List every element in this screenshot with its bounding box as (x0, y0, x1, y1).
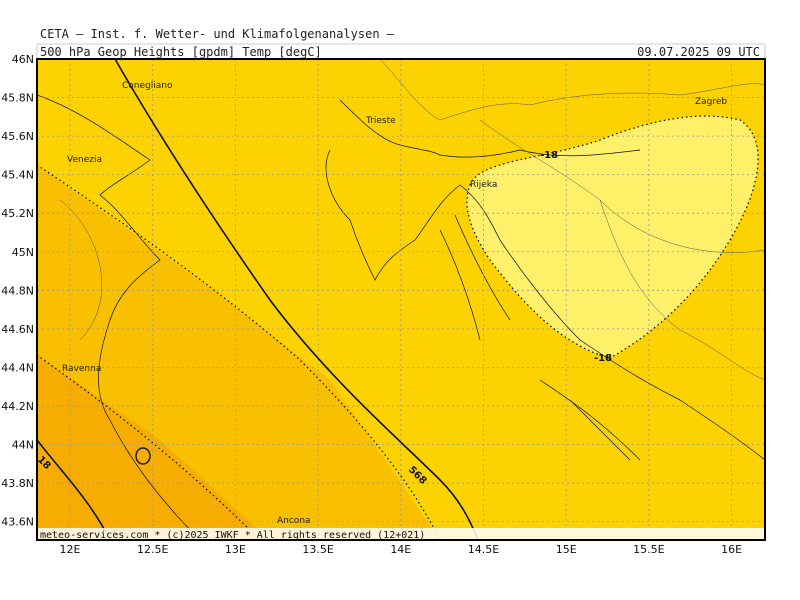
lon-label: 15E (556, 543, 577, 556)
lat-label: 44.6N (1, 323, 34, 336)
lat-label: 44.2N (1, 400, 34, 413)
contour-label: -18 (594, 353, 612, 364)
lat-label: 43.8N (1, 477, 34, 490)
copyright: meteo-services.com * (c)2025 IWKF * All … (40, 530, 425, 541)
place-label: Ravenna (62, 364, 101, 374)
height-contour (114, 59, 479, 540)
borders (59, 59, 765, 381)
coastlines (37, 94, 765, 540)
lon-label: 14E (390, 543, 411, 556)
place-label: Conegliano (122, 81, 173, 91)
lon-label: 13.5E (302, 543, 333, 556)
source-title: CETA — Inst. f. Wetter- und Klimafolgena… (40, 27, 395, 41)
lat-label: 45.2N (1, 207, 34, 220)
graticule (37, 59, 765, 540)
field-title: 500_hPa_Geop_Heights_[gpdm]_Temp_[degC] (40, 45, 322, 59)
labels: 46N 45.8N 45.6N 45.4N 45.2N 45N 44.8N 44.6N 44.4… (1, 53, 742, 556)
lon-label: 13E (225, 543, 246, 556)
place-label: Trieste (365, 116, 396, 126)
lon-label: 12E (60, 543, 81, 556)
lat-label: 45N (12, 246, 34, 259)
contour-label: -18 (540, 150, 558, 161)
map-area: meteo-services.com * (c)2025 IWKF * All … (37, 59, 765, 541)
map-frame (36, 58, 766, 541)
height-contour (37, 439, 111, 540)
lat-label: 45.8N (1, 92, 34, 105)
lat-label: 45.4N (1, 169, 34, 182)
temp-contour (466, 115, 759, 359)
cold-pool (466, 116, 759, 358)
lat-label: 44.4N (1, 361, 34, 374)
temp-contour (37, 164, 441, 540)
lon-label: 16E (721, 543, 742, 556)
footer-bar (37, 528, 765, 540)
lat-label: 43.6N (1, 516, 34, 529)
place-label: Venezia (67, 155, 102, 165)
lon-label: 12.5E (137, 543, 168, 556)
lat-label: 44.8N (1, 284, 34, 297)
place-label: Ancona (277, 516, 311, 526)
lat-label: 44N (12, 439, 34, 452)
valid-time: 09.07.2025 09 UTC (637, 45, 760, 59)
temp-contour (37, 354, 261, 540)
height-contour (135, 447, 151, 465)
lon-label: 14.5E (468, 543, 499, 556)
lat-label: 46N (12, 53, 34, 66)
place-label: Rijeka (470, 180, 497, 190)
lon-label: 15.5E (633, 543, 664, 556)
temp-zone-warmer (37, 355, 270, 540)
lat-label: 45.6N (1, 130, 34, 143)
place-label: Zagreb (695, 97, 727, 107)
